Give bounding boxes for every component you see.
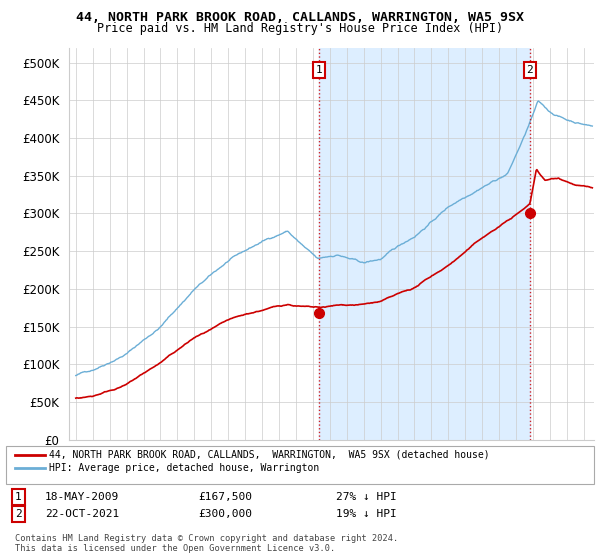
Text: 44, NORTH PARK BROOK ROAD, CALLANDS, WARRINGTON, WA5 9SX: 44, NORTH PARK BROOK ROAD, CALLANDS, WAR… — [76, 11, 524, 24]
Text: HPI: Average price, detached house, Warrington: HPI: Average price, detached house, Warr… — [49, 463, 319, 473]
Text: Contains HM Land Registry data © Crown copyright and database right 2024.: Contains HM Land Registry data © Crown c… — [15, 534, 398, 543]
Text: 1: 1 — [15, 492, 22, 502]
Text: 19% ↓ HPI: 19% ↓ HPI — [336, 509, 397, 519]
Bar — [319, 48, 530, 440]
Text: £167,500: £167,500 — [198, 492, 252, 502]
Text: 1: 1 — [316, 65, 323, 75]
Text: Price paid vs. HM Land Registry's House Price Index (HPI): Price paid vs. HM Land Registry's House … — [97, 22, 503, 35]
Text: £300,000: £300,000 — [198, 509, 252, 519]
Text: 2: 2 — [15, 509, 22, 519]
Text: 18-MAY-2009: 18-MAY-2009 — [45, 492, 119, 502]
Text: 2: 2 — [526, 65, 533, 75]
Text: 22-OCT-2021: 22-OCT-2021 — [45, 509, 119, 519]
Text: This data is licensed under the Open Government Licence v3.0.: This data is licensed under the Open Gov… — [15, 544, 335, 553]
Text: 44, NORTH PARK BROOK ROAD, CALLANDS,  WARRINGTON,  WA5 9SX (detached house): 44, NORTH PARK BROOK ROAD, CALLANDS, WAR… — [49, 450, 490, 460]
Text: 27% ↓ HPI: 27% ↓ HPI — [336, 492, 397, 502]
